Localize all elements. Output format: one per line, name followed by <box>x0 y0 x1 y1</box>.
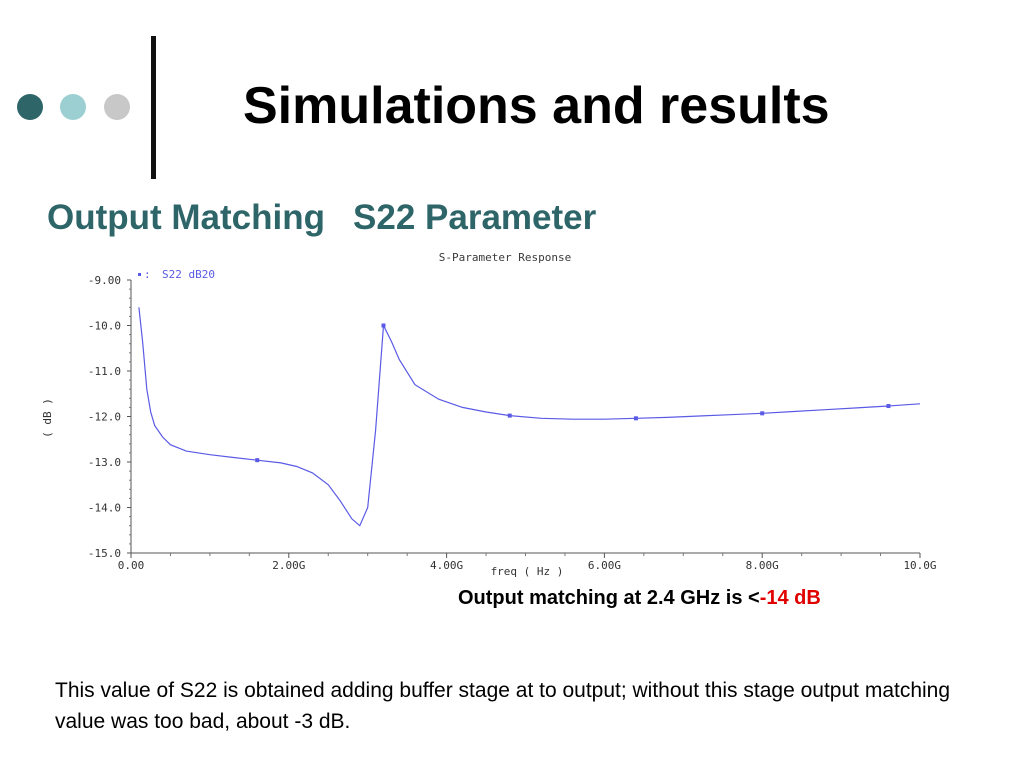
slide-subtitle: Output Matching S22 Parameter <box>47 198 596 238</box>
series-s22-marker <box>886 404 891 409</box>
note-value: -14 dB <box>759 587 821 609</box>
svg-text::: : <box>144 268 151 281</box>
y-tick-label: -14.0 <box>88 502 121 515</box>
x-tick-label: 10.0G <box>903 559 936 572</box>
x-axis-label: freq ( Hz ) <box>491 565 564 578</box>
title-divider-bar <box>151 36 156 179</box>
y-tick-label: -13.0 <box>88 456 121 469</box>
x-tick-label: 2.00G <box>272 559 305 572</box>
x-tick-label: 6.00G <box>588 559 621 572</box>
y-tick-label: -12.0 <box>88 411 121 424</box>
series-s22-marker <box>255 458 260 463</box>
y-tick-label: -15.0 <box>88 547 121 560</box>
x-tick-label: 0.00 <box>118 559 145 572</box>
body-paragraph: This value of S22 is obtained adding buf… <box>55 679 951 733</box>
series-s22-line <box>138 307 921 527</box>
subtitle-s22-parameter: S22 Parameter <box>353 198 597 237</box>
s-parameter-chart: S-Parameter Response : S22 dB20 ( dB ) f… <box>40 240 980 585</box>
chart-svg: S-Parameter Response : S22 dB20 ( dB ) f… <box>41 251 937 578</box>
series-s22-marker <box>381 323 386 328</box>
y-tick-label: -11.0 <box>88 365 121 378</box>
y-axis-label: ( dB ) <box>41 398 54 438</box>
chart-legend: : S22 dB20 <box>138 268 215 281</box>
y-tick-label: -10.0 <box>88 320 121 333</box>
decor-dot-dark <box>17 94 43 120</box>
chart-title: S-Parameter Response <box>439 251 571 264</box>
result-note: Output matching at 2.4 GHz is <-14 dB <box>458 587 821 610</box>
legend-marker <box>138 273 141 276</box>
note-prefix: Output matching at 2.4 GHz is < <box>458 587 760 609</box>
subtitle-output-matching: Output Matching <box>47 198 326 237</box>
x-tick-label: 8.00G <box>746 559 779 572</box>
decor-dot-teal <box>60 94 86 120</box>
decor-dot-gray <box>104 94 130 120</box>
legend-label-s22: S22 dB20 <box>162 268 215 281</box>
slide-title: Simulations and results <box>243 77 830 135</box>
series-s22-marker <box>760 411 765 416</box>
y-tick-label: -9.00 <box>88 274 121 287</box>
series-s22-marker <box>633 416 638 421</box>
series-s22-marker <box>507 413 512 418</box>
x-tick-label: 4.00G <box>430 559 463 572</box>
